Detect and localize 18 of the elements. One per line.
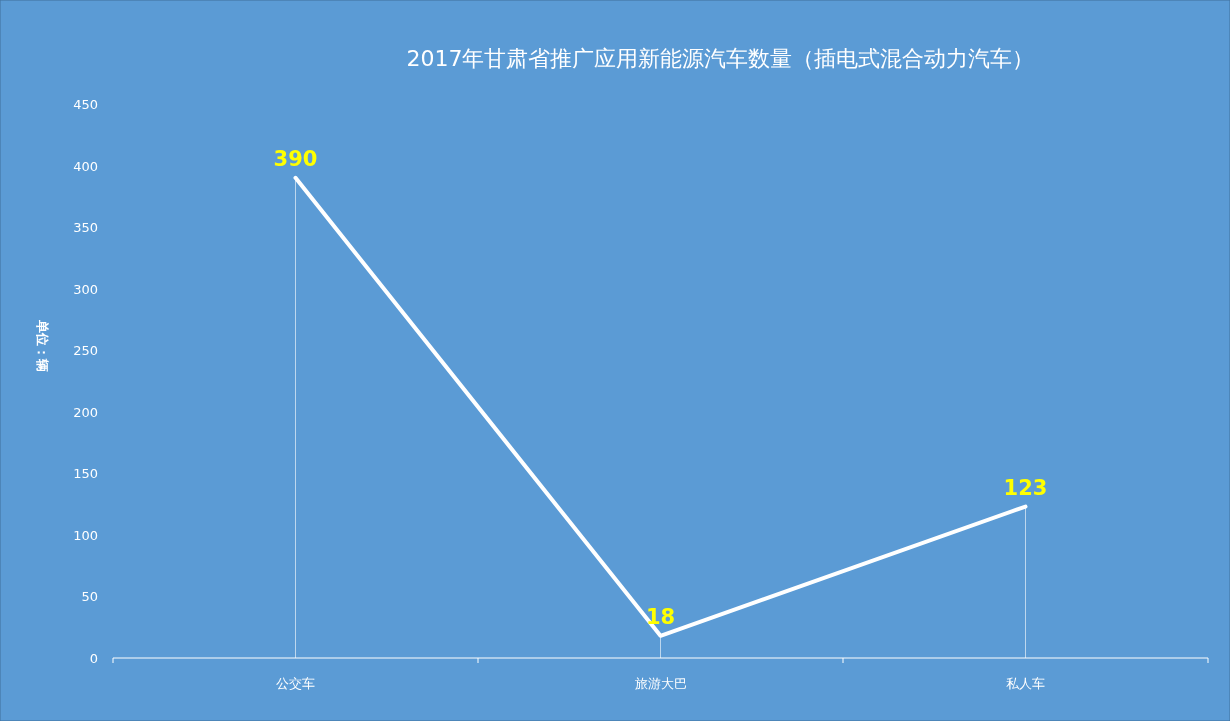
- data-label: 123: [1003, 475, 1048, 500]
- data-label: 18: [645, 604, 676, 629]
- y-tick-label: 450: [73, 97, 98, 112]
- x-tick-label: 旅游大巴: [634, 676, 687, 691]
- y-tick-label: 150: [73, 466, 98, 482]
- chart-title: 2017年甘肃省推广应用新能源汽车数量（插电式混合动力汽车）: [406, 46, 1035, 71]
- y-tick-label: 50: [81, 589, 98, 605]
- y-tick-label: 350: [73, 220, 98, 236]
- y-tick-label: 200: [73, 404, 98, 420]
- y-tick-label: 250: [73, 343, 98, 359]
- x-tick-label: 私人车: [1006, 676, 1045, 691]
- y-tick-label: 100: [73, 527, 98, 543]
- y-tick-label: 400: [73, 158, 98, 174]
- y-tick-label: 300: [73, 281, 98, 297]
- data-label: 390: [273, 146, 318, 171]
- y-tick-label: 0: [89, 651, 98, 666]
- y-axis-title: 单位：辆: [35, 319, 50, 372]
- x-tick-label: 公交车: [276, 676, 315, 691]
